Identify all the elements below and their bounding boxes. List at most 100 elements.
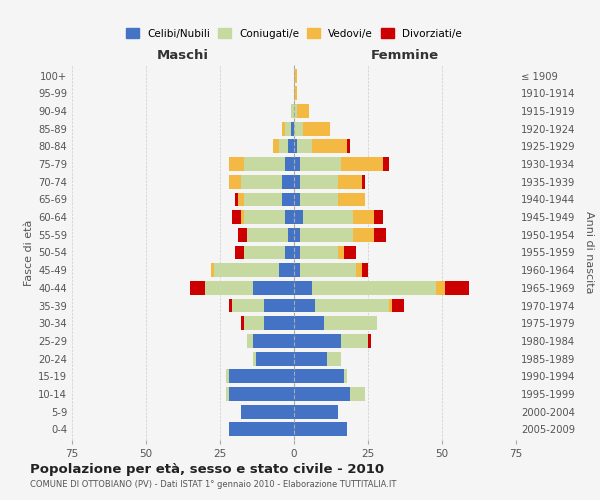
Bar [300,264,356,277]
Bar [294,140,297,153]
Bar [362,264,368,277]
Bar [294,405,338,418]
Bar [235,192,238,206]
Bar [211,264,214,277]
Bar [323,316,377,330]
Bar [312,140,347,153]
Bar [341,334,368,348]
Bar [226,387,229,401]
Bar [300,157,341,171]
Bar [253,334,294,348]
Bar [294,264,300,277]
Bar [244,192,282,206]
Bar [445,281,469,295]
Bar [232,210,241,224]
Bar [238,228,247,241]
Bar [294,122,303,136]
Bar [294,210,303,224]
Bar [291,104,294,118]
Bar [353,210,374,224]
Bar [229,175,241,188]
Bar [338,246,344,260]
Bar [241,175,282,188]
Bar [205,281,253,295]
Bar [297,140,312,153]
Bar [229,422,294,436]
Bar [436,281,445,295]
Bar [300,192,338,206]
Bar [244,210,285,224]
Bar [229,157,244,171]
Bar [253,352,256,366]
Bar [229,387,294,401]
Bar [300,246,338,260]
Bar [303,122,329,136]
Bar [294,387,350,401]
Bar [350,387,365,401]
Bar [374,228,386,241]
Bar [344,370,347,383]
Bar [294,370,344,383]
Bar [356,264,362,277]
Bar [294,192,300,206]
Bar [303,210,353,224]
Bar [247,334,253,348]
Bar [244,157,285,171]
Bar [241,405,294,418]
Bar [282,175,294,188]
Bar [244,316,265,330]
Bar [235,246,244,260]
Bar [300,228,353,241]
Bar [294,104,297,118]
Bar [279,140,288,153]
Bar [294,316,323,330]
Bar [294,352,326,366]
Bar [341,157,383,171]
Bar [229,370,294,383]
Bar [294,298,315,312]
Bar [362,175,365,188]
Bar [229,298,232,312]
Bar [247,228,288,241]
Bar [238,192,244,206]
Bar [294,422,347,436]
Bar [273,140,279,153]
Bar [315,298,389,312]
Bar [374,210,383,224]
Bar [294,246,300,260]
Bar [288,228,294,241]
Bar [241,210,244,224]
Bar [294,175,300,188]
Bar [294,68,297,82]
Bar [338,192,365,206]
Text: Femmine: Femmine [371,50,439,62]
Bar [226,370,229,383]
Bar [368,334,371,348]
Bar [282,192,294,206]
Bar [300,175,338,188]
Bar [294,281,312,295]
Bar [232,298,265,312]
Bar [392,298,404,312]
Bar [294,157,300,171]
Bar [288,140,294,153]
Bar [244,246,285,260]
Y-axis label: Anni di nascita: Anni di nascita [584,211,593,294]
Bar [285,122,291,136]
Bar [285,210,294,224]
Bar [294,334,341,348]
Bar [291,122,294,136]
Bar [279,264,294,277]
Bar [256,352,294,366]
Legend: Celibi/Nubili, Coniugati/e, Vedovi/e, Divorziati/e: Celibi/Nubili, Coniugati/e, Vedovi/e, Di… [123,25,465,42]
Bar [344,246,356,260]
Bar [353,228,374,241]
Y-axis label: Fasce di età: Fasce di età [24,220,34,286]
Bar [338,175,362,188]
Bar [312,281,436,295]
Bar [241,316,244,330]
Text: COMUNE DI OTTOBIANO (PV) - Dati ISTAT 1° gennaio 2010 - Elaborazione TUTTITALIA.: COMUNE DI OTTOBIANO (PV) - Dati ISTAT 1°… [30,480,397,489]
Bar [294,86,297,100]
Text: Maschi: Maschi [157,50,209,62]
Bar [285,157,294,171]
